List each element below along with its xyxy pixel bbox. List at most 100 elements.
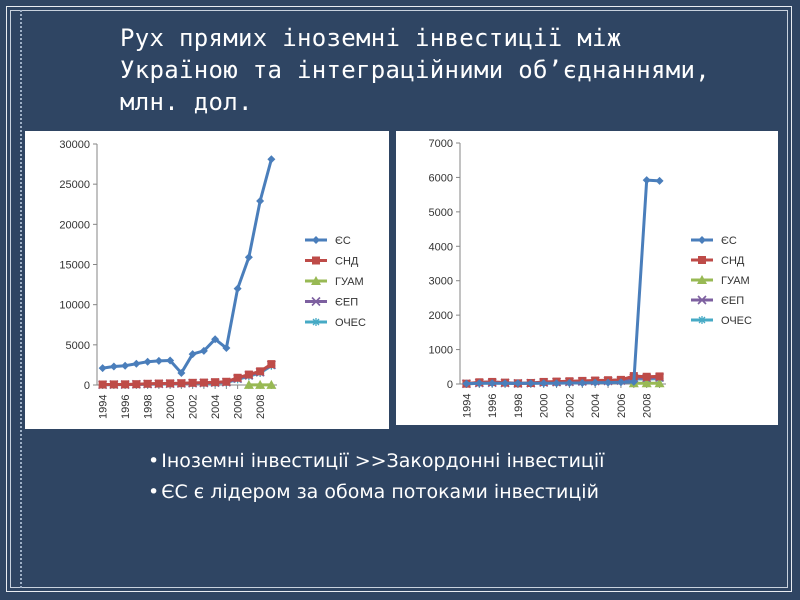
right-y-tick-label: 7000 (429, 138, 453, 150)
right-legend-marker (697, 295, 707, 305)
right-point-series-1 (526, 379, 535, 388)
left-point-series-1 (143, 357, 152, 366)
left-legend-marker (311, 296, 321, 307)
right-legend-marker (698, 316, 706, 324)
left-point-series-2 (199, 378, 208, 387)
left-point-series-2 (244, 370, 253, 379)
right-y-tick-label: 4000 (429, 241, 453, 253)
left-legend-label: ГУАМ (335, 276, 364, 288)
left-point-series-2 (166, 379, 175, 388)
chart-right-svg: 0 1000 2000 3000 4000 5000 6000 7000 1994 1996 199… (429, 138, 752, 418)
right-point-series-2 (642, 372, 651, 381)
left-legend-label: ОЧЕС (335, 317, 366, 329)
left-y-tick-label: 20000 (59, 219, 90, 231)
left-point-series-2 (109, 380, 118, 389)
right-legend-label: ЄС (721, 235, 737, 247)
left-legend-label: СНД (335, 256, 359, 268)
right-point-series-1 (655, 176, 664, 185)
left-series-line-2 (102, 362, 273, 387)
left-point-series-2 (177, 379, 186, 388)
right-point-series-1 (642, 176, 651, 185)
left-point-series-2 (222, 377, 231, 386)
left-point-series-1 (132, 359, 141, 368)
left-x-tick-label: 2002 (188, 395, 200, 419)
right-x-tick-label: 2000 (539, 394, 551, 418)
left-point-series-1 (244, 253, 253, 262)
left-point-series-1 (222, 344, 231, 353)
left-point-series-1 (177, 368, 186, 377)
right-point-series-1 (552, 379, 561, 388)
left-point-series-3 (255, 379, 266, 389)
right-x-tick-label: 1998 (513, 394, 525, 418)
left-y-tick-label: 30000 (59, 139, 90, 151)
right-series-line-1 (466, 178, 660, 386)
right-point-series-1 (501, 379, 510, 388)
left-point-series-1 (98, 364, 107, 373)
left-point-series-2 (132, 380, 141, 389)
right-legend-marker (698, 236, 706, 244)
left-y-tick-label: 5000 (66, 340, 90, 352)
left-legend-marker (312, 256, 320, 265)
right-x-tick-label: 1996 (487, 394, 499, 418)
left-y-tick-label: 10000 (59, 300, 90, 312)
left-x-tick-label: 1994 (98, 395, 110, 419)
left-x-tick-label: 2004 (210, 395, 222, 419)
slide-title-line-2: Україною та інтеграційними об’єднаннями, (120, 56, 710, 84)
left-point-series-2 (188, 378, 197, 387)
right-legend-marker (697, 275, 707, 284)
right-x-tick-label: 2006 (616, 394, 628, 418)
left-legend-label: ЄЕП (335, 297, 358, 309)
right-point-series-1 (462, 379, 471, 388)
bullet-item-1: Іноземні інвестиції >>Закордонні інвести… (148, 446, 604, 477)
right-point-series-1 (539, 379, 548, 388)
right-legend-label: ЄЕП (721, 295, 744, 307)
bullet-list: Іноземні інвестиції >>Закордонні інвести… (148, 446, 604, 508)
left-point-series-1 (199, 346, 208, 355)
slide-title-line-1: Рух прямих іноземні інвестиції між (120, 24, 622, 52)
right-legend-label: ГУАМ (721, 275, 750, 287)
slide-frame-outer (6, 6, 792, 592)
left-legend-marker (312, 318, 320, 326)
right-y-tick-label: 6000 (429, 172, 453, 184)
right-point-series-1 (578, 378, 587, 387)
left-point-series-1 (267, 155, 276, 164)
left-y-tick-label: 15000 (59, 260, 90, 272)
left-point-series-1 (211, 335, 220, 344)
right-point-series-1 (513, 379, 522, 388)
left-point-series-1 (233, 284, 242, 293)
right-y-tick-label: 1000 (429, 345, 453, 357)
left-point-series-2 (143, 379, 152, 388)
right-point-series-1 (591, 378, 600, 387)
left-series-line-1 (102, 158, 273, 375)
right-point-series-1 (604, 378, 613, 387)
right-x-tick-label: 2002 (564, 394, 576, 418)
left-y-tick-label: 25000 (59, 179, 90, 191)
chart-left-svg: 0 5000 10000 15000 20000 25000 30000 1994 1996 19… (59, 139, 366, 419)
left-point-series-2 (121, 380, 130, 389)
right-point-series-3 (654, 378, 665, 388)
bullet-item-2: ЄС є лідером за обома потоками інвестиці… (148, 477, 604, 508)
left-point-series-1 (166, 356, 175, 365)
right-legend-label: СНД (721, 255, 745, 267)
left-legend-marker (312, 236, 320, 244)
left-point-series-2 (211, 378, 220, 387)
right-y-tick-label: 2000 (429, 310, 453, 322)
left-point-series-1 (188, 350, 197, 359)
left-point-series-2 (154, 379, 163, 388)
right-point-series-1 (629, 377, 638, 386)
right-point-series-1 (565, 378, 574, 387)
left-point-series-1 (121, 361, 130, 370)
left-legend-label: ЄС (335, 235, 351, 247)
right-point-series-2 (655, 372, 664, 381)
left-point-series-2 (233, 373, 242, 382)
left-point-series-1 (256, 197, 265, 206)
right-x-tick-label: 1994 (461, 394, 473, 418)
slide-frame-inner (10, 10, 788, 588)
right-legend-marker (698, 256, 706, 264)
right-x-tick-label: 2008 (642, 394, 654, 418)
left-x-tick-label: 1996 (120, 395, 132, 419)
right-y-tick-label: 0 (447, 379, 453, 391)
right-point-series-1 (475, 379, 484, 388)
left-x-tick-label: 2000 (165, 395, 177, 419)
right-point-series-1 (488, 379, 497, 388)
